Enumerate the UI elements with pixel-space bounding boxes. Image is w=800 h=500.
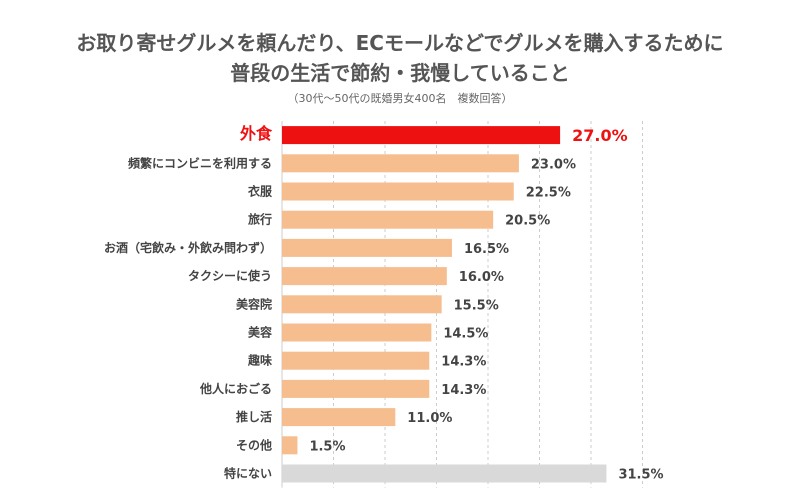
bar xyxy=(282,408,396,427)
value-label: 14.3% xyxy=(441,355,486,370)
bar xyxy=(282,323,432,342)
category-label: 推し活 xyxy=(236,409,272,424)
category-label: 特にない xyxy=(224,466,272,481)
category-label: 頻繁にコンビニを利用する xyxy=(128,155,272,170)
bar xyxy=(282,210,494,229)
chart-title-line2: 普段の生活で節約・我慢していること xyxy=(230,61,570,85)
bar xyxy=(282,238,452,257)
value-label: 27.0% xyxy=(572,126,628,145)
value-label: 11.0% xyxy=(407,411,452,426)
bar-layer xyxy=(282,126,607,483)
category-label: 美容 xyxy=(248,325,272,340)
category-label: 旅行 xyxy=(248,212,272,227)
value-label: 15.5% xyxy=(454,298,499,313)
value-label: 16.5% xyxy=(464,242,509,257)
chart-subtitle: （30代〜50代の既婚男女400名 複数回答） xyxy=(287,92,513,105)
category-label: 衣服 xyxy=(248,184,273,199)
value-label: 23.0% xyxy=(531,157,576,172)
bar xyxy=(282,154,519,173)
category-label: その他 xyxy=(236,437,272,452)
value-label: 22.5% xyxy=(526,186,571,201)
category-label: 趣味 xyxy=(247,353,272,368)
category-label: お酒（宅飲み・外飲み問わず） xyxy=(104,240,272,255)
value-label: 20.5% xyxy=(505,214,550,229)
grid-layer xyxy=(281,121,643,488)
bar xyxy=(282,126,561,145)
bar xyxy=(282,182,514,201)
bar xyxy=(282,267,447,286)
category-label: 外食 xyxy=(239,124,273,143)
label-layer: 外食 27.0% 頻繁にコンビニを利用する 23.0% 衣服 22.5% 旅行 20.5% お酒… xyxy=(104,124,664,482)
bar xyxy=(282,295,442,314)
value-label: 14.3% xyxy=(441,383,486,398)
value-label: 1.5% xyxy=(309,439,345,454)
category-label: 他人におごる xyxy=(199,381,272,396)
value-label: 14.5% xyxy=(443,327,488,342)
value-label: 16.0% xyxy=(459,270,504,285)
bar xyxy=(282,379,430,398)
chart-title-line1: お取り寄せグルメを頼んだり、ECモールなどでグルメを購入するために xyxy=(76,31,724,55)
value-label: 31.5% xyxy=(618,468,663,483)
bar xyxy=(282,464,607,483)
bar xyxy=(282,436,298,455)
category-label: 美容院 xyxy=(236,296,272,311)
category-label: タクシーに使う xyxy=(188,268,272,283)
bar xyxy=(282,351,430,370)
